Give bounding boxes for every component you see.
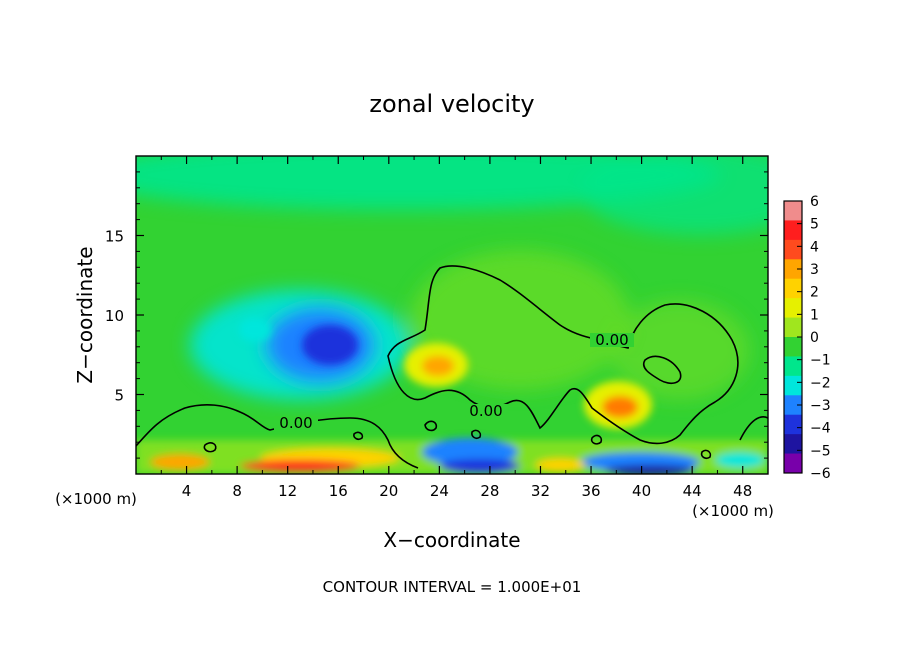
colorbar-label: −6 xyxy=(810,466,831,482)
y-axis-ticks: 5 10 15 xyxy=(105,171,768,459)
colorbar-swatch xyxy=(784,337,802,357)
x-axis-ticks: 4 8 12 16 20 24 28 32 36 40 44 48 xyxy=(160,156,752,500)
colorbar-swatch xyxy=(784,453,802,474)
colorbar-label: −4 xyxy=(810,421,831,437)
x-tick-label: 32 xyxy=(531,482,550,500)
colorbar-swatch xyxy=(784,201,802,221)
colorbar-label: 4 xyxy=(810,239,819,255)
colorbar-swatch xyxy=(784,278,802,299)
x-tick-label: 16 xyxy=(329,482,348,500)
colorbar-label: 0 xyxy=(810,330,819,346)
colorbar-swatch xyxy=(784,298,802,318)
x-tick-label: 4 xyxy=(182,482,192,500)
x-tick-label: 36 xyxy=(581,482,600,500)
x-tick-label: 24 xyxy=(430,482,449,500)
colorbar-label: −3 xyxy=(810,398,831,414)
colorbar-swatch xyxy=(784,317,802,338)
zero-contours xyxy=(136,265,768,469)
x-axis-label: X−coordinate xyxy=(383,528,520,552)
heatmap-field xyxy=(136,156,768,474)
y-tick-label: 15 xyxy=(105,228,124,246)
x-tick-label: 12 xyxy=(278,482,297,500)
colorbar-label: 6 xyxy=(810,194,819,210)
colorbar-label: 1 xyxy=(810,307,819,323)
colorbar-swatch xyxy=(784,356,802,377)
x-tick-label: 40 xyxy=(632,482,651,500)
x-tick-label: 8 xyxy=(232,482,242,500)
colorbar-label: −5 xyxy=(810,443,831,459)
x-tick-label: 20 xyxy=(379,482,398,500)
x-unit-right: (×1000 m) xyxy=(692,502,774,520)
contour-label: 0.00 xyxy=(279,414,312,432)
colorbar-swatch xyxy=(784,220,802,241)
colorbar-label: 5 xyxy=(810,217,819,233)
colorbar-swatch xyxy=(784,259,802,280)
x-tick-label: 28 xyxy=(480,482,499,500)
colorbar: 6 5 4 3 2 1 0 −1 −2 −3 −4 −5 −6 xyxy=(783,194,831,482)
colorbar-label: 2 xyxy=(810,285,819,301)
colorbar-swatch xyxy=(784,395,802,416)
colorbar-label: −2 xyxy=(810,375,831,391)
colorbar-label: −1 xyxy=(810,353,831,369)
colorbar-label: 3 xyxy=(810,262,819,278)
colorbar-swatch xyxy=(784,239,802,260)
colorbar-swatch xyxy=(784,434,802,454)
contour-label: 0.00 xyxy=(595,331,628,349)
contour-interval-note: CONTOUR INTERVAL = 1.000E+01 xyxy=(323,578,582,596)
x-tick-label: 48 xyxy=(733,482,752,500)
x-tick-label: 44 xyxy=(683,482,702,500)
colorbar-swatch xyxy=(784,414,802,435)
y-axis-label: Z−coordinate xyxy=(73,246,97,383)
y-tick-label: 5 xyxy=(114,387,124,405)
y-tick-label: 10 xyxy=(105,307,124,325)
contour-labels: 0.00 0.00 0.00 xyxy=(274,331,634,432)
contour-label: 0.00 xyxy=(469,402,502,420)
colorbar-swatch xyxy=(784,375,802,396)
chart-title: zonal velocity xyxy=(369,90,534,118)
x-unit-left: (×1000 m) xyxy=(55,490,137,508)
